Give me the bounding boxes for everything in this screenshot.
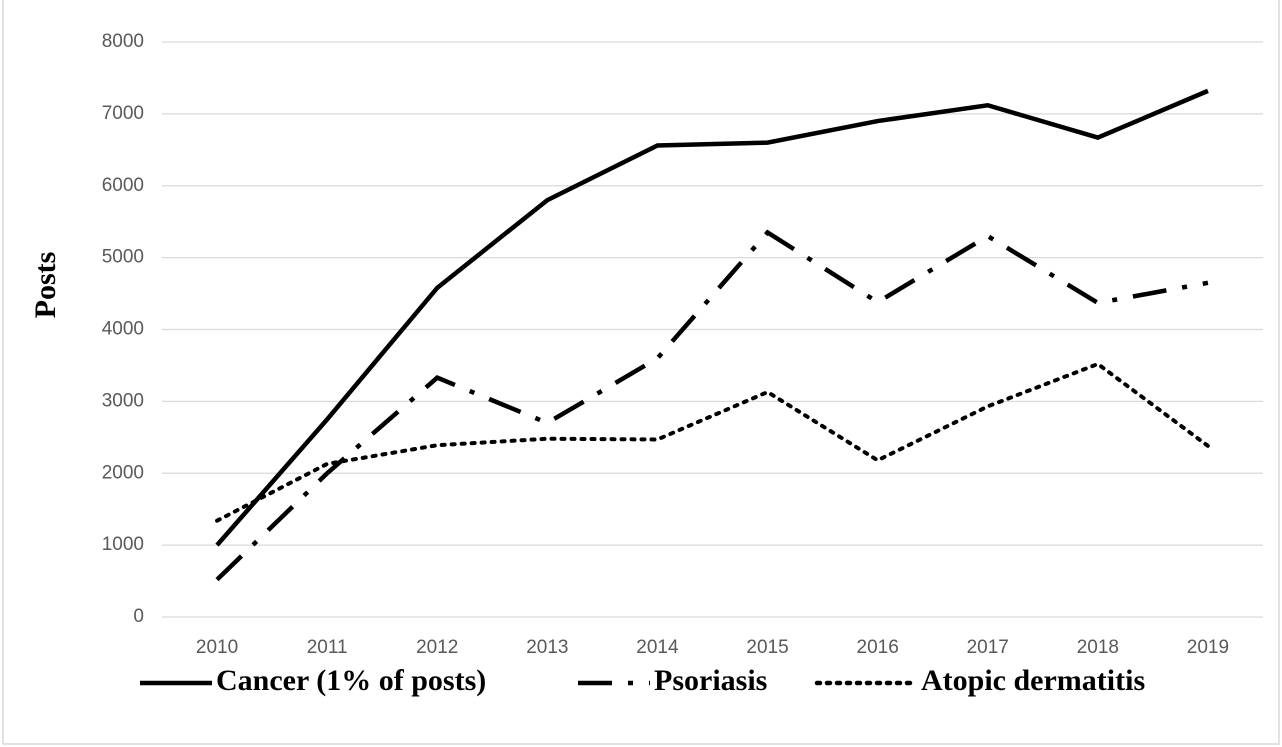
y-tick-label: 6000 [102,175,144,196]
legend-label: Cancer (1% of posts) [216,664,486,697]
y-tick-label: 3000 [102,390,144,411]
y-axis-title: Posts [29,252,62,319]
x-tick-label: 2012 [416,637,458,658]
y-tick-label: 2000 [102,462,144,483]
y-tick-label: 0 [133,606,144,627]
x-tick-label: 2010 [196,637,238,658]
y-tick-label: 1000 [102,534,144,555]
series-line [215,88,1209,547]
x-tick-label: 2014 [636,637,679,658]
x-tick-label: 2017 [967,637,1009,658]
x-tick-label: 2019 [1187,637,1229,658]
y-tick-label: 4000 [102,319,144,340]
x-tick-label: 2015 [746,637,788,658]
x-tick-label: 2011 [307,637,348,658]
x-tick-label: 2016 [857,637,899,658]
y-tick-label: 5000 [102,247,144,268]
y-tick-label: 8000 [102,31,144,52]
x-tick-label: 2013 [526,637,568,658]
y-tick-label: 7000 [102,103,144,124]
x-tick-label: 2018 [1077,637,1119,658]
legend-label: Psoriasis [654,664,767,697]
legend-label: Atopic dermatitis [921,664,1145,697]
series-line [215,229,1209,582]
series-line [215,361,1210,523]
